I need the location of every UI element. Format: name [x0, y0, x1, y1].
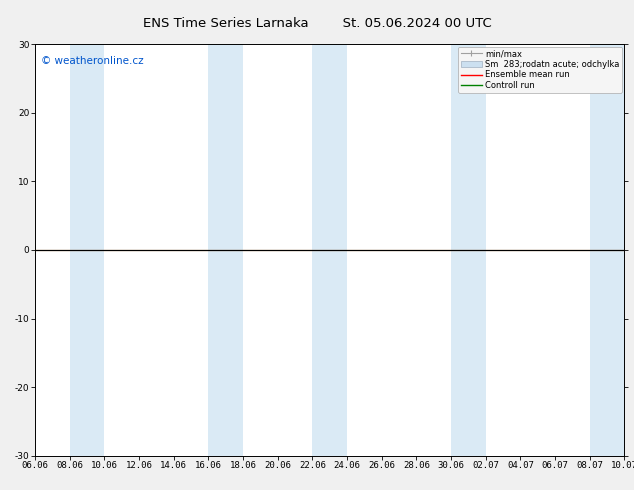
Bar [209, 44, 243, 456]
Bar [451, 44, 486, 456]
Text: ENS Time Series Larnaka        St. 05.06.2024 00 UTC: ENS Time Series Larnaka St. 05.06.2024 0… [143, 17, 491, 30]
Bar [590, 44, 624, 456]
Bar [70, 44, 104, 456]
Text: © weatheronline.cz: © weatheronline.cz [41, 56, 143, 67]
Legend: min/max, Sm  283;rodatn acute; odchylka, Ensemble mean run, Controll run: min/max, Sm 283;rodatn acute; odchylka, … [458, 47, 622, 93]
Bar [313, 44, 347, 456]
